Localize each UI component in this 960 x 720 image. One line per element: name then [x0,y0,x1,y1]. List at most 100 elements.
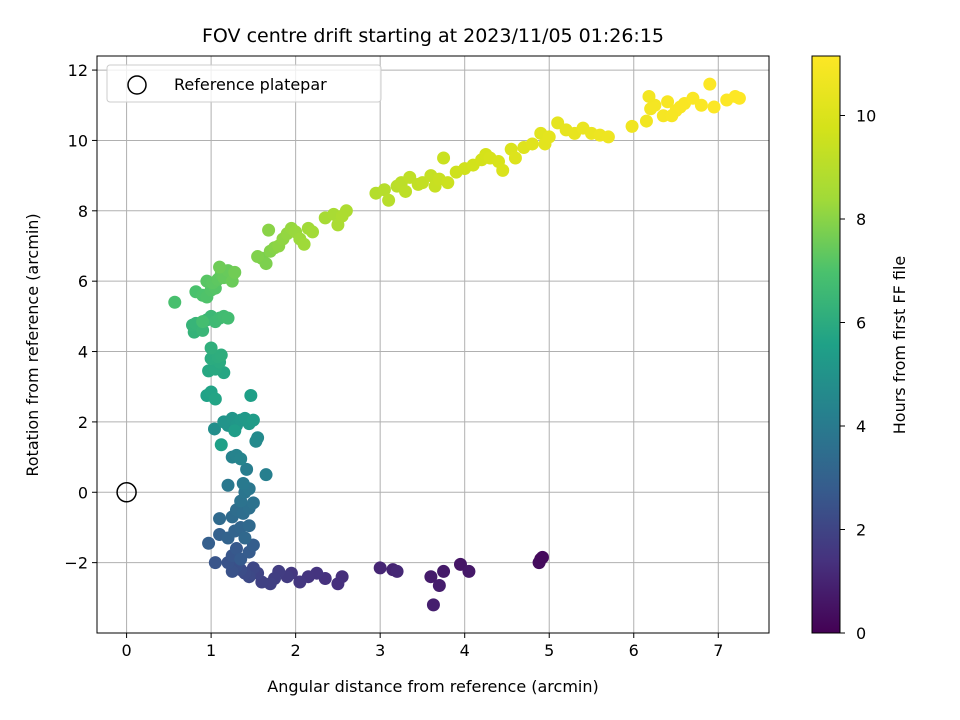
x-tick-label: 5 [544,641,554,660]
data-point [213,512,227,526]
data-point [207,422,221,436]
data-point [535,550,549,564]
data-point [214,438,228,452]
data-point [542,130,556,144]
data-point [238,531,252,545]
data-point [525,137,539,151]
colorbar-label: Hours from first FF file [890,256,909,435]
data-point [208,556,222,570]
legend-box [106,64,382,103]
data-point [432,579,446,593]
y-tick-label: 8 [78,202,88,221]
data-point [221,311,235,325]
data-point [168,295,182,309]
x-tick-label: 3 [375,641,385,660]
colorbar-tick-label: 4 [856,417,866,436]
plot-frame [96,55,770,634]
x-axis-ticks: 0 1 2 3 4 5 6 7 [121,633,723,660]
x-tick-label: 7 [713,641,723,660]
x-tick-label: 6 [629,641,639,660]
data-point [196,315,210,329]
data-point [240,462,254,476]
data-point [228,265,242,279]
data-point [202,536,216,550]
data-point [221,478,235,492]
data-point [259,468,273,482]
colorbar-tick-label: 10 [856,107,876,126]
data-point [399,184,413,198]
data-point [673,100,687,114]
y-tick-label: −2 [64,554,88,573]
data-point [246,496,260,510]
data-point [373,561,387,575]
data-point [639,114,653,128]
data-point [208,392,222,406]
data-point [204,341,218,355]
y-tick-label: 6 [78,272,88,291]
data-point [335,209,349,223]
data-point [293,575,307,589]
legend: Reference platepar [106,64,382,103]
data-point [390,564,404,578]
data-point [694,98,708,112]
data-point [703,77,717,91]
y-tick-label: 2 [78,413,88,432]
y-tick-label: 4 [78,343,88,362]
data-point [242,519,256,533]
data-points [116,77,746,612]
data-point [244,389,258,403]
legend-label: Reference platepar [174,75,327,94]
data-point [306,225,320,239]
data-point [462,564,476,578]
y-axis-ticks: −2 0 2 4 6 8 10 12 [64,61,97,573]
data-point [732,91,746,105]
data-point [234,452,248,466]
data-point [601,130,615,144]
data-point [441,176,455,190]
x-axis-label: Angular distance from reference (arcmin) [267,677,598,696]
data-point [625,119,639,133]
y-tick-label: 0 [78,483,88,502]
data-point [437,151,451,165]
colorbar-tick-label: 6 [856,314,866,333]
data-point [424,570,438,584]
data-point [496,163,510,177]
data-point [331,577,345,591]
data-point [251,431,265,445]
data-point [665,109,679,123]
data-point [251,250,265,264]
colorbar-tick-label: 8 [856,210,866,229]
x-tick-label: 1 [206,641,216,660]
data-point [297,237,311,251]
grid-lines [97,56,769,633]
y-axis-label: Rotation from reference (arcmin) [23,213,42,476]
data-point [426,598,440,612]
reference-platepar-marker [116,482,137,503]
data-point [661,95,675,109]
colorbar-gradient [811,55,841,634]
data-point [642,89,656,103]
data-point [377,183,391,197]
colorbar-ticks: 0 2 4 6 8 10 [840,107,876,643]
data-point [229,542,243,556]
legend-marker-open-circle [127,75,147,95]
data-point [246,413,260,427]
x-tick-label: 2 [291,641,301,660]
data-point [508,151,522,165]
colorbar: 0 2 4 6 8 10 Hours from first FF file [811,55,909,643]
y-tick-label: 10 [68,131,88,150]
data-point [382,193,396,207]
data-point [707,100,721,114]
colorbar-tick-label: 0 [856,624,866,643]
data-point [236,476,250,490]
data-point [228,424,242,438]
data-point [213,260,227,274]
chart-title: FOV centre drift starting at 2023/11/05 … [202,25,664,47]
x-tick-label: 0 [121,641,131,660]
data-point [437,564,451,578]
colorbar-tick-label: 2 [856,521,866,540]
data-point [214,348,228,362]
y-tick-label: 12 [68,61,88,80]
data-point [262,223,276,237]
